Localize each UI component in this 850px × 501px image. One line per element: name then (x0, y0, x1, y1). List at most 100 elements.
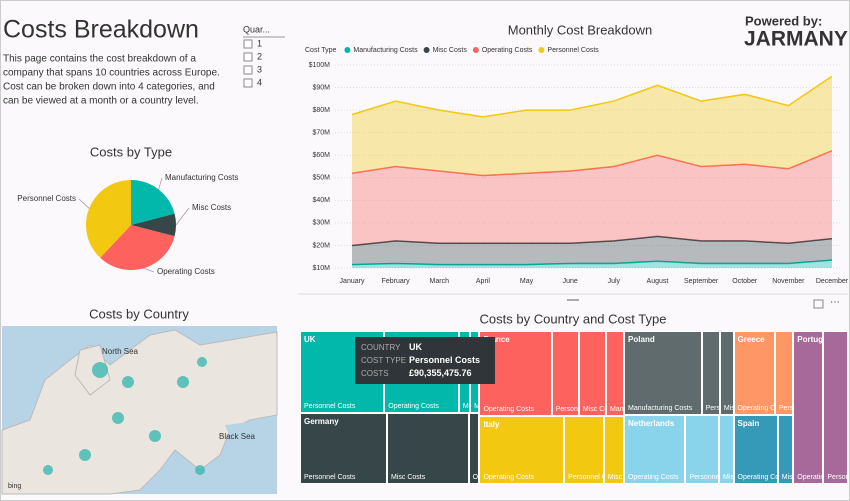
cell-label: Manufacturing Costs (609, 406, 624, 413)
treemap-cell[interactable]: Portugal Operating Costs (793, 331, 824, 484)
leader-line (78, 198, 90, 209)
area-line (351, 235, 833, 247)
x-tick-label: September (684, 278, 719, 285)
treemap-cell[interactable]: Personnel Costs (564, 416, 604, 484)
country-label: Spain (737, 418, 760, 428)
focus-icon[interactable] (813, 299, 824, 309)
map-bubble[interactable] (92, 362, 108, 378)
pie-slice[interactable] (131, 180, 175, 225)
treemap-cell[interactable]: Operating Costs (468, 413, 480, 484)
treemap-cell[interactable]: Misc Costs (387, 413, 469, 484)
slicer-item: 3 (257, 64, 262, 74)
leader-line (158, 177, 163, 190)
x-tick-label: June (563, 278, 578, 285)
cell-label: Personnel Costs (568, 474, 603, 481)
map-attribution: bing (8, 483, 21, 490)
y-tick-label: $20M (312, 242, 330, 249)
y-tick-label: $100M (309, 62, 331, 69)
treemap-cell[interactable]: Poland Manufacturing Costs (624, 331, 702, 416)
treemap-cell[interactable]: Personnel Costs (774, 331, 794, 415)
y-tick-label: $30M (312, 220, 330, 227)
y-tick-label: $60M (312, 152, 330, 159)
treemap-cell[interactable]: Personnel Costs (701, 331, 720, 416)
cell-label: Misc Costs (722, 473, 733, 481)
treemap-cell[interactable]: Spain Operating Costs (733, 414, 778, 484)
page-title: Costs Breakdown (3, 16, 199, 44)
map-bubble[interactable] (112, 412, 124, 424)
tooltip-row: COSTS £90,355,475.76 (361, 367, 489, 380)
treemap-cell[interactable]: Netherlands Operating Costs (624, 415, 686, 484)
map-bubble[interactable] (122, 376, 134, 388)
legend-label: Manufacturing Costs (353, 47, 418, 54)
tooltip-key: COUNTRY (361, 343, 401, 352)
leader-line (143, 267, 155, 273)
slicer-item: 1 (257, 38, 262, 48)
map-bubble[interactable] (43, 465, 53, 475)
area (352, 76, 832, 176)
more-icon[interactable]: ··· (830, 297, 840, 308)
treemap-cell[interactable]: Greece Operating Costs (733, 331, 775, 415)
cell-label: Manufacturing Costs (474, 403, 480, 411)
treemap-cell[interactable]: Personnel Costs (685, 415, 719, 484)
y-tick-label: $70M (312, 130, 330, 137)
map-bubble[interactable] (195, 465, 205, 475)
country-label: Italy (483, 420, 500, 429)
treemap-cell[interactable]: Misc Costs (719, 331, 734, 416)
description-line: company that spans 10 countries across E… (3, 68, 220, 79)
checkbox[interactable] (243, 78, 253, 88)
y-tick-label: $40M (312, 197, 330, 204)
treemap-cell[interactable]: Misc Costs (777, 414, 794, 484)
map-bubble[interactable] (149, 430, 161, 442)
slicer-item: 2 (257, 51, 262, 61)
legend-label: Misc Costs (433, 47, 468, 54)
treemap-cell[interactable]: Italy Operating Costs (479, 416, 565, 484)
checkbox[interactable] (243, 39, 253, 49)
checkbox[interactable] (243, 52, 253, 62)
pie-slice[interactable] (131, 213, 177, 237)
y-tick-label: $90M (312, 84, 330, 91)
map-land (1, 329, 278, 495)
map-label: Black Sea (219, 432, 256, 441)
treemap-cell[interactable]: Germany Personnel Costs (300, 413, 387, 484)
legend-swatch (344, 47, 351, 53)
treemap-cell[interactable]: Personnel Costs (823, 331, 848, 484)
pie-slice[interactable] (86, 180, 131, 258)
description: This page contains the cost breakdown of… (3, 54, 220, 107)
cell-label: Operating Costs (737, 404, 775, 412)
map: North Sea Black Sea bing (1, 326, 278, 495)
treemap-cell[interactable]: Misc Costs (578, 331, 606, 416)
area-line (351, 259, 833, 266)
pie-label: Operating Costs (157, 267, 215, 276)
cell-label: Personnel Costs (689, 473, 719, 481)
checkbox[interactable] (243, 65, 253, 75)
map-bubble[interactable] (79, 449, 91, 461)
treemap-cell[interactable]: Misc Costs (603, 416, 625, 484)
slicer-item: 4 (257, 77, 262, 87)
treemap-cell[interactable]: Personnel Costs (551, 331, 579, 416)
cell-label: Personnel Costs (304, 403, 356, 411)
x-tick-label: August (647, 278, 669, 285)
map-bubble[interactable] (177, 376, 189, 388)
legend-title: Cost Type (305, 47, 336, 54)
area-line (351, 150, 833, 177)
map-bubble[interactable] (197, 357, 207, 367)
area-line (351, 75, 833, 118)
x-tick-label: November (772, 278, 805, 285)
cell-label: Misc Costs (781, 473, 793, 481)
x-tick-label: December (816, 278, 849, 285)
drag-handle[interactable] (567, 299, 579, 301)
cell-label: Misc Costs (607, 474, 623, 481)
legend-label: Personnel Costs (547, 47, 599, 54)
slicer-title[interactable]: Quar... (243, 24, 270, 34)
description-line: This page contains the cost breakdown of… (3, 54, 196, 65)
treemap-cell[interactable]: Misc Costs (718, 415, 734, 484)
powered-by: Powered by: (745, 13, 822, 28)
cell-label: Operating Costs (797, 474, 822, 481)
treemap-cell[interactable]: Manufacturing Costs (605, 331, 625, 416)
tooltip-value: Personnel Costs (409, 355, 481, 365)
country-label: Greece (737, 335, 765, 344)
cell-label: Personnel Costs (304, 473, 356, 481)
pie-slice[interactable] (100, 225, 175, 270)
